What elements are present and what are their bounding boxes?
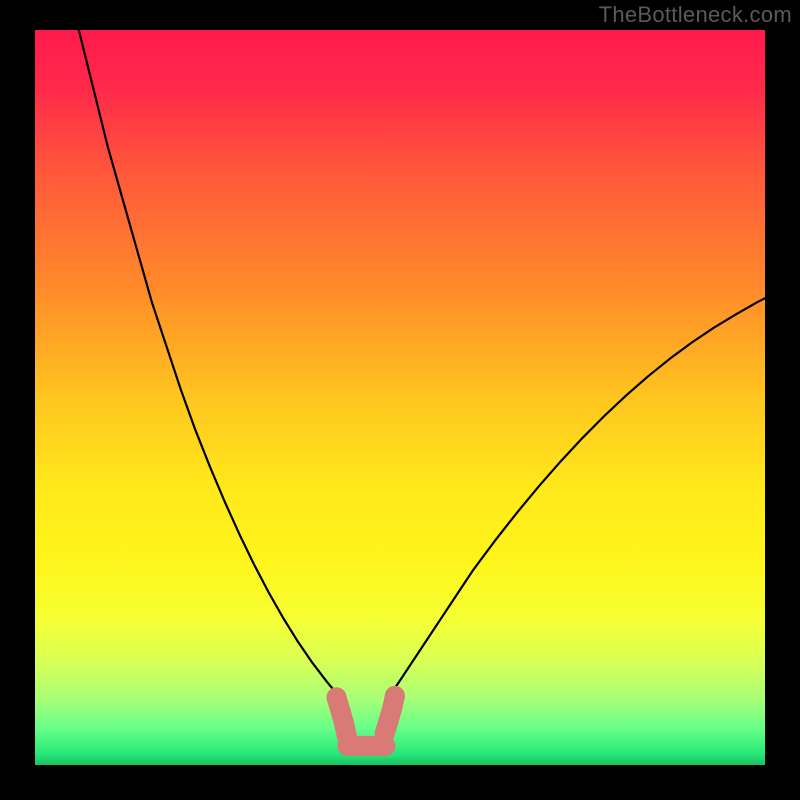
chart-root: TheBottleneck.com bbox=[0, 0, 800, 800]
right-curve bbox=[385, 298, 765, 706]
curve-overlay bbox=[35, 30, 765, 765]
left-curve bbox=[79, 30, 342, 706]
marker-right-3 bbox=[385, 686, 405, 706]
marker-left-3 bbox=[337, 726, 357, 746]
plot-area bbox=[35, 30, 765, 765]
watermark-text: TheBottleneck.com bbox=[599, 2, 792, 28]
